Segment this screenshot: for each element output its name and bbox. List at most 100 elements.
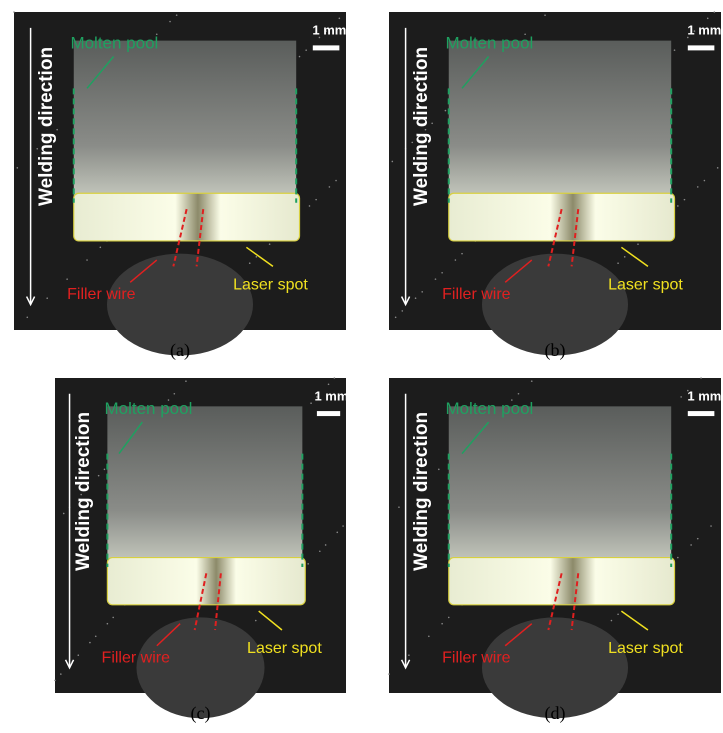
speckle (435, 278, 437, 280)
speckle (256, 256, 258, 258)
speckle (299, 56, 301, 58)
speckle (176, 14, 178, 16)
speckle (445, 110, 447, 112)
speckle (26, 316, 28, 318)
molten-pool-region (107, 406, 302, 579)
speckle (611, 620, 613, 622)
speckle (617, 613, 619, 615)
speckle (334, 377, 336, 379)
laser-spot-label: Laser spot (233, 277, 308, 294)
speckle (249, 262, 251, 264)
caption: (c) (191, 703, 211, 724)
speckle (461, 253, 463, 255)
speckle (305, 49, 307, 51)
speckle (388, 673, 390, 675)
filler-wire-label: Filler wire (442, 286, 511, 303)
speckle (704, 180, 706, 182)
speckle (89, 642, 91, 644)
caption: (b) (545, 340, 566, 361)
speckle (455, 259, 457, 261)
laser-spot-box (107, 558, 305, 605)
speckle (637, 243, 639, 245)
speckle (54, 680, 56, 682)
direction-label: Welding direction (73, 412, 94, 571)
molten-pool-label: Molten pool (445, 33, 533, 52)
laser-spot-box (449, 558, 675, 605)
speckle (392, 161, 394, 163)
speckle (677, 557, 679, 559)
speckle (518, 393, 520, 395)
laser-spot-label: Laser spot (247, 640, 322, 657)
scale-label: 1 mm (314, 388, 348, 403)
speckle (335, 180, 337, 182)
speckle (46, 297, 48, 299)
speckle (269, 243, 271, 245)
speckle (408, 654, 410, 656)
speckle (336, 532, 338, 534)
molten-pool-region (74, 41, 296, 216)
filler-wire-label: Filler wire (67, 286, 136, 303)
scale-label: 1 mm (687, 23, 721, 38)
speckle (174, 393, 176, 395)
speckle (13, 11, 15, 13)
speckle (309, 205, 311, 207)
scale-bar (688, 45, 715, 50)
molten-pool-label: Molten pool (70, 33, 158, 52)
speckle (342, 525, 344, 527)
speckle (680, 396, 682, 398)
speckle (325, 544, 327, 546)
speckle (310, 402, 312, 404)
scale-bar (688, 411, 715, 416)
speckle (329, 186, 331, 188)
speckle (339, 18, 341, 20)
speckle (86, 259, 88, 261)
scale-bar (317, 411, 340, 416)
speckle (401, 310, 403, 312)
filler-wire-label: Filler wire (442, 650, 511, 667)
speckle (697, 538, 699, 540)
speckle (684, 199, 686, 201)
laser-spot-label: Laser spot (608, 277, 683, 294)
speckle (95, 636, 97, 638)
speckle (421, 291, 423, 293)
molten-pool-label: Molten pool (445, 399, 533, 418)
figure: Welding direction Molten pool 1 mm Filler w… (0, 0, 723, 733)
laser-spot-box (74, 193, 300, 241)
molten-pool-region (449, 406, 671, 579)
scale-bar (313, 45, 340, 50)
speckle (315, 199, 317, 201)
speckle (674, 49, 676, 51)
direction-label: Welding direction (36, 47, 57, 206)
panel: Welding direction Molten pool 1 mm Filler w… (54, 377, 348, 718)
speckle (428, 636, 430, 638)
laser-spot-box (449, 193, 675, 241)
filler-wire-label: Filler wire (102, 650, 171, 667)
molten-pool-label: Molten pool (104, 399, 192, 418)
speckle (441, 272, 443, 274)
speckle (717, 167, 719, 169)
speckle (319, 550, 321, 552)
direction-label: Welding direction (411, 412, 432, 571)
speckle (328, 384, 330, 386)
speckle (677, 205, 679, 207)
speckle (617, 262, 619, 264)
speckle (17, 167, 19, 169)
speckle (415, 297, 417, 299)
speckle (107, 623, 109, 625)
speckle (98, 475, 100, 477)
caption: (d) (545, 703, 566, 724)
speckle (398, 506, 400, 508)
speckle (624, 256, 626, 258)
speckle (438, 469, 440, 471)
speckle (255, 620, 257, 622)
speckle (448, 617, 450, 619)
speckle (707, 18, 709, 20)
laser-spot-label: Laser spot (608, 640, 683, 657)
speckle (307, 563, 309, 565)
speckle (63, 513, 65, 515)
direction-label: Welding direction (411, 47, 432, 206)
panel: Welding directionMolten pool1 mmFiller w… (388, 377, 721, 718)
caption: (a) (170, 340, 190, 361)
speckle (441, 623, 443, 625)
